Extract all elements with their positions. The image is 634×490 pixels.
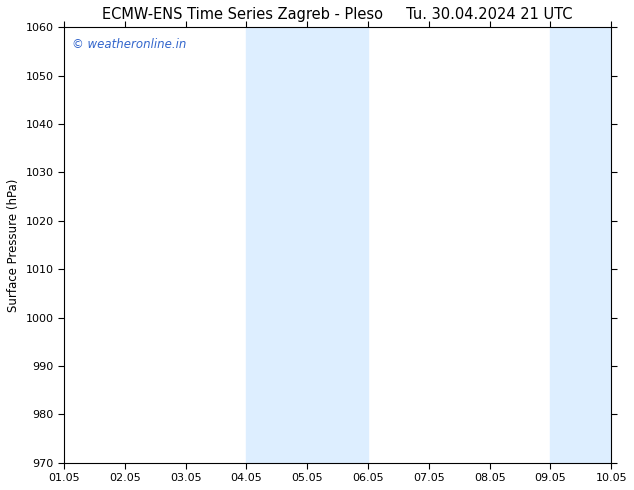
Bar: [550, 27, 611, 463]
Bar: [247, 27, 368, 463]
Title: ECMW-ENS Time Series Zagreb - Pleso     Tu. 30.04.2024 21 UTC: ECMW-ENS Time Series Zagreb - Pleso Tu. …: [103, 7, 573, 22]
Text: © weatheronline.in: © weatheronline.in: [72, 38, 186, 51]
Y-axis label: Surface Pressure (hPa): Surface Pressure (hPa): [7, 178, 20, 312]
